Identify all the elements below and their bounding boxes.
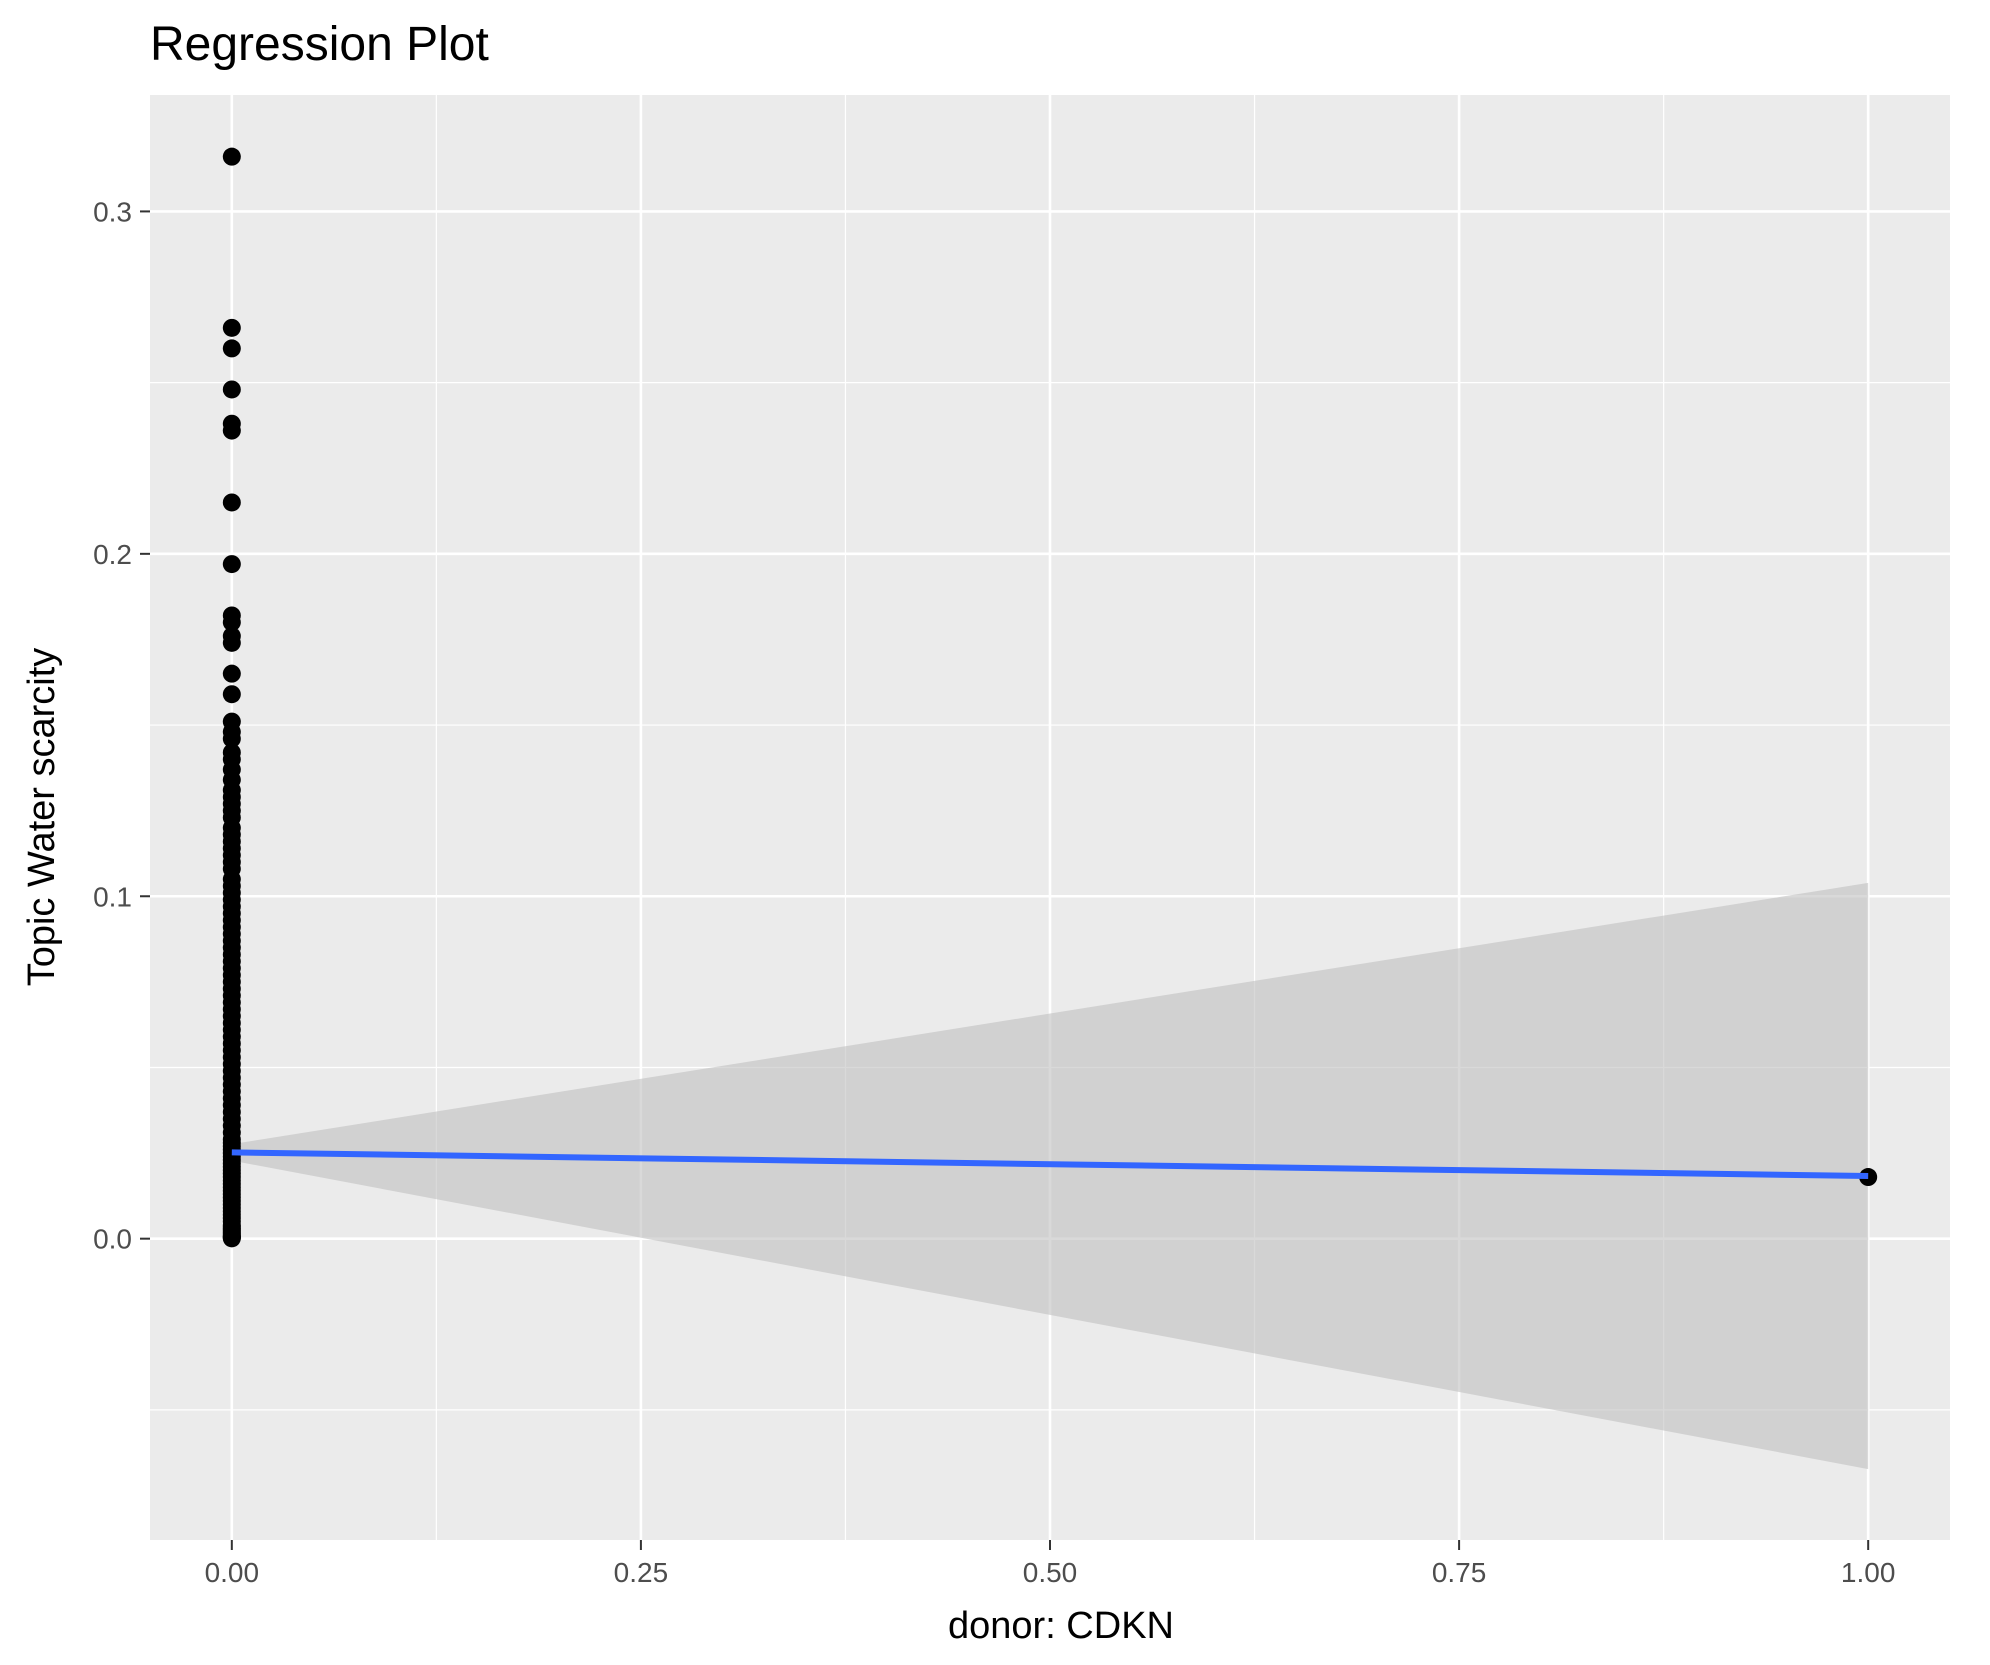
x-axis: 0.00 0.25 0.50 0.75 1.00 [205,1540,1896,1588]
data-point [222,685,241,704]
data-point [222,613,241,632]
data-point [222,729,241,748]
y-tick-label: 0.2 [93,539,132,570]
data-points [222,147,1878,1248]
data-point [222,339,241,358]
data-point [222,147,241,166]
x-tick-label: 0.50 [1023,1557,1078,1588]
data-point [222,421,241,440]
x-tick-label: 1.00 [1841,1557,1896,1588]
chart-title: Regression Plot [150,18,489,71]
y-tick-label: 0.0 [93,1224,132,1255]
regression-line [231,1149,1869,1180]
data-point [222,664,241,683]
y-axis-title: Topic Water scarcity [21,648,63,987]
confidence-ribbon [231,882,1869,1470]
x-tick-label: 0.75 [1432,1557,1487,1588]
x-tick-label: 0.00 [205,1557,260,1588]
y-tick-label: 0.1 [93,881,132,912]
data-point [222,493,241,512]
data-point [222,380,241,399]
major-gridlines [150,95,1950,1540]
data-point [1859,1168,1878,1187]
data-point [222,1229,241,1248]
y-axis: 0.0 0.1 0.2 0.3 [93,196,150,1255]
x-axis-title: donor: CDKN [948,1605,1174,1647]
y-tick-label: 0.3 [93,196,132,227]
data-point [222,318,241,337]
data-point [222,555,241,574]
data-point [222,633,241,652]
x-tick-label: 0.25 [614,1557,669,1588]
